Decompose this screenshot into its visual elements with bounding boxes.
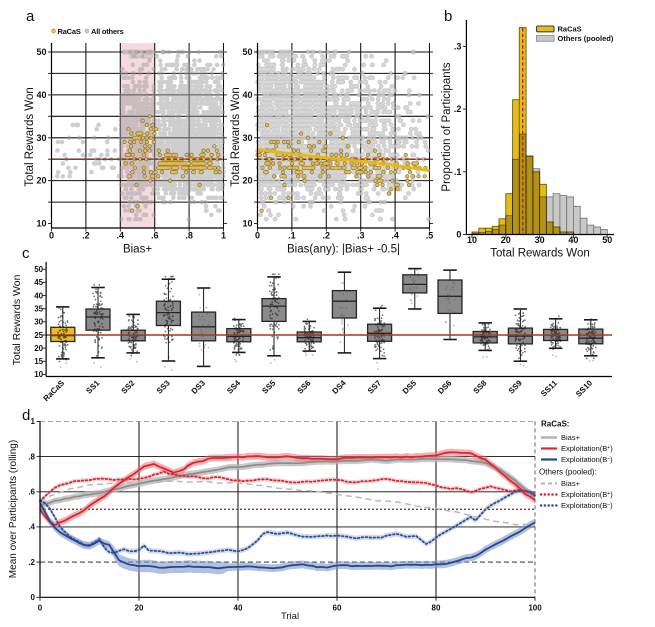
svg-text:35: 35 [34, 305, 43, 314]
svg-text:Total Rewards Won: Total Rewards Won [24, 87, 36, 187]
svg-text:.8: .8 [28, 452, 35, 461]
svg-text:60: 60 [333, 604, 342, 613]
svg-text:50: 50 [36, 47, 46, 57]
svg-text:.3: .3 [454, 41, 462, 51]
svg-text:Exploitation(B+): Exploitation(B+) [561, 490, 613, 499]
svg-text:d: d [22, 407, 30, 424]
svg-text:Total Rewards Won: Total Rewards Won [490, 248, 590, 260]
svg-text:30: 30 [242, 133, 252, 143]
svg-text:20: 20 [242, 176, 252, 186]
svg-text:.3: .3 [357, 231, 365, 241]
svg-text:Exploitation(B+): Exploitation(B+) [561, 444, 613, 453]
svg-text:30: 30 [535, 235, 545, 245]
svg-text:.4: .4 [391, 231, 399, 241]
svg-text:c: c [22, 245, 30, 262]
svg-text:Trial: Trial [281, 611, 299, 622]
svg-text:Exploitation(B–): Exploitation(B–) [561, 455, 613, 464]
svg-text:a: a [26, 8, 35, 25]
svg-text:20: 20 [36, 176, 46, 186]
svg-text:0: 0 [31, 593, 36, 602]
svg-text:.8: .8 [185, 231, 193, 241]
svg-text:10: 10 [36, 219, 46, 229]
svg-text:50: 50 [242, 47, 252, 57]
svg-text:40: 40 [36, 90, 46, 100]
svg-text:0: 0 [38, 604, 43, 613]
svg-text:.1: .1 [454, 167, 462, 177]
svg-text:10: 10 [467, 235, 477, 245]
svg-text:RaCaS: RaCaS [558, 25, 582, 34]
svg-text:1: 1 [221, 231, 226, 241]
svg-text:.2: .2 [82, 231, 90, 241]
svg-text:20: 20 [501, 235, 511, 245]
svg-text:40: 40 [568, 235, 578, 245]
svg-text:.1: .1 [288, 231, 296, 241]
svg-text:20: 20 [34, 344, 43, 353]
svg-text:50: 50 [602, 235, 612, 245]
svg-text:80: 80 [432, 604, 441, 613]
svg-text:Others (pooled):: Others (pooled): [539, 468, 597, 477]
svg-text:.4: .4 [117, 231, 125, 241]
svg-text:Bias+: Bias+ [561, 479, 581, 488]
svg-text:10: 10 [34, 370, 43, 379]
svg-text:0: 0 [49, 231, 54, 241]
svg-text:15: 15 [34, 357, 43, 366]
svg-text:0: 0 [456, 230, 461, 240]
svg-text:0: 0 [255, 231, 260, 241]
svg-text:RaCaS: RaCaS [58, 27, 81, 36]
svg-text:30: 30 [34, 318, 43, 327]
svg-text:Bias+: Bias+ [123, 244, 152, 256]
svg-text:50: 50 [34, 265, 43, 274]
svg-text:10: 10 [242, 219, 252, 229]
svg-text:All others: All others [91, 27, 124, 36]
svg-text:100: 100 [528, 604, 542, 613]
svg-text:.2: .2 [454, 104, 462, 114]
svg-text:.5: .5 [426, 231, 434, 241]
svg-text:RaCaS:: RaCaS: [541, 420, 569, 429]
svg-text:40: 40 [34, 291, 43, 300]
svg-text:b: b [444, 8, 452, 25]
svg-text:Bias(any): |Bias+ -0.5|: Bias(any): |Bias+ -0.5| [287, 244, 400, 256]
svg-text:.4: .4 [28, 523, 35, 532]
svg-text:Proportion of Participants: Proportion of Participants [441, 62, 453, 191]
svg-text:.2: .2 [323, 231, 331, 241]
svg-text:20: 20 [135, 604, 144, 613]
svg-text:25: 25 [34, 331, 43, 340]
svg-text:.6: .6 [151, 231, 159, 241]
svg-text:Mean over Participants (rollin: Mean over Participants (rolling) [8, 440, 19, 578]
svg-text:Total Rewards Won: Total Rewards Won [11, 274, 23, 365]
svg-text:Exploitation(B–): Exploitation(B–) [561, 501, 613, 510]
svg-text:30: 30 [36, 133, 46, 143]
svg-text:Total Rewards Won: Total Rewards Won [230, 87, 242, 187]
svg-text:40: 40 [242, 90, 252, 100]
svg-text:Others (pooled): Others (pooled) [558, 34, 614, 43]
svg-text:Bias+: Bias+ [561, 433, 581, 442]
svg-text:1: 1 [31, 417, 36, 426]
svg-text:45: 45 [34, 278, 43, 287]
svg-text:.2: .2 [28, 558, 35, 567]
svg-text:.6: .6 [28, 488, 35, 497]
svg-text:40: 40 [234, 604, 243, 613]
